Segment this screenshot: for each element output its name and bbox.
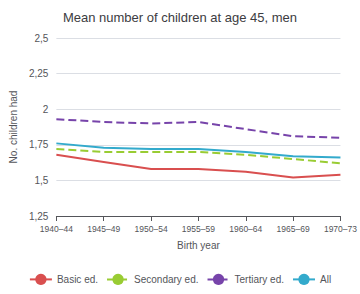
svg-text:2: 2 [43, 104, 49, 115]
svg-text:2,5: 2,5 [34, 33, 48, 44]
svg-text:Mean number of children at age: Mean number of children at age 45, men [63, 10, 297, 25]
svg-text:Secondary ed.: Secondary ed. [134, 274, 199, 285]
svg-text:All: All [320, 274, 331, 285]
svg-text:1965–69: 1965–69 [277, 224, 310, 234]
svg-text:1945–49: 1945–49 [87, 224, 120, 234]
svg-text:2,25: 2,25 [29, 68, 49, 79]
svg-text:Tertiary ed.: Tertiary ed. [235, 274, 284, 285]
svg-text:1960–64: 1960–64 [229, 224, 262, 234]
svg-text:1,5: 1,5 [34, 175, 48, 186]
svg-text:No. children had: No. children had [8, 91, 19, 164]
svg-text:1,75: 1,75 [29, 139, 49, 150]
svg-text:1940–44: 1940–44 [40, 224, 73, 234]
svg-text:Birth year: Birth year [177, 240, 220, 251]
svg-text:1950–54: 1950–54 [135, 224, 168, 234]
svg-text:1970–73: 1970–73 [324, 224, 357, 234]
svg-text:Basic ed.: Basic ed. [57, 274, 98, 285]
svg-text:1955–59: 1955–59 [182, 224, 215, 234]
svg-text:1,25: 1,25 [29, 211, 49, 222]
